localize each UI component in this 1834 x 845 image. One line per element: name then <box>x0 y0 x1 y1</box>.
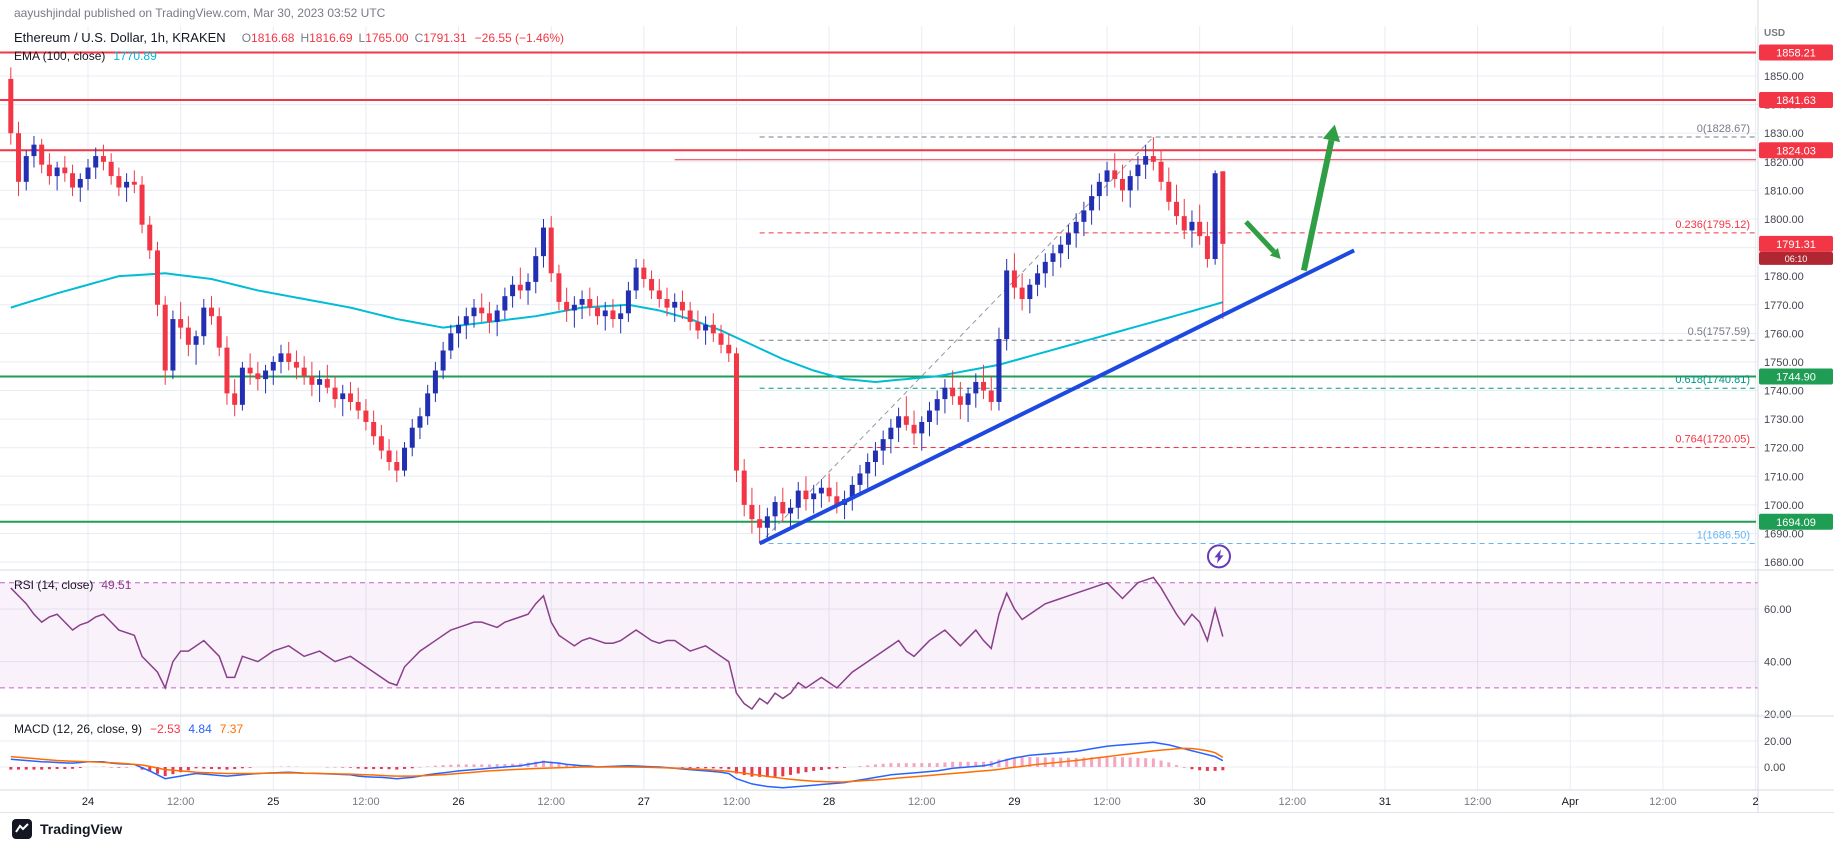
svg-text:0.00: 0.00 <box>1764 762 1785 774</box>
svg-text:30: 30 <box>1194 796 1206 808</box>
support-resistance-lines[interactable] <box>0 51 1756 523</box>
ema-value: 1770.89 <box>113 49 157 63</box>
svg-text:1(1686.50): 1(1686.50) <box>1697 529 1750 541</box>
rsi-label[interactable]: RSI (14, close) <box>14 578 94 592</box>
ohlc-high-label: H <box>300 31 310 45</box>
svg-text:20.00: 20.00 <box>1764 736 1792 748</box>
macd-signal-value: 7.37 <box>219 722 244 736</box>
svg-text:1800.00: 1800.00 <box>1764 214 1804 226</box>
svg-text:1780.00: 1780.00 <box>1764 271 1804 283</box>
rsi-line <box>10 576 1224 710</box>
macd-legend[interactable]: MACD (12, 26, close, 9) −2.53 4.84 7.37 <box>14 722 243 736</box>
svg-text:12:00: 12:00 <box>1093 796 1121 808</box>
svg-text:12:00: 12:00 <box>723 796 751 808</box>
svg-text:1770.00: 1770.00 <box>1764 300 1804 312</box>
rsi-band <box>0 582 1758 689</box>
macd-series <box>9 741 1225 789</box>
svg-text:1740.00: 1740.00 <box>1764 386 1804 398</box>
svg-text:1830.00: 1830.00 <box>1764 128 1804 140</box>
svg-text:0.5(1757.59): 0.5(1757.59) <box>1688 326 1750 338</box>
svg-text:12:00: 12:00 <box>908 796 936 808</box>
ema-line <box>10 272 1224 383</box>
svg-text:1750.00: 1750.00 <box>1764 357 1804 369</box>
ohlc-open-label: O <box>241 31 252 45</box>
ema-label[interactable]: EMA (100, close) <box>14 49 106 63</box>
svg-text:1850.00: 1850.00 <box>1764 71 1804 83</box>
svg-text:26: 26 <box>452 796 464 808</box>
footer-bar: TradingView <box>0 812 1834 845</box>
svg-text:12:00: 12:00 <box>1649 796 1677 808</box>
svg-text:USD: USD <box>1764 28 1785 39</box>
svg-text:1791.31: 1791.31 <box>1776 239 1816 251</box>
symbol-legend[interactable]: Ethereum / U.S. Dollar, 1h, KRAKEN O1816.… <box>14 30 564 45</box>
svg-text:1680.00: 1680.00 <box>1764 557 1804 569</box>
rsi-value: 49.51 <box>101 578 132 592</box>
svg-text:1858.21: 1858.21 <box>1776 48 1816 60</box>
svg-text:12:00: 12:00 <box>1464 796 1492 808</box>
svg-text:24: 24 <box>82 796 94 808</box>
trend-line[interactable] <box>758 248 1355 546</box>
candlestick-series <box>8 67 1226 544</box>
flash-icon[interactable] <box>1206 544 1231 569</box>
attribution: aayushjindal published on TradingView.co… <box>14 6 386 20</box>
svg-text:1730.00: 1730.00 <box>1764 414 1804 426</box>
svg-text:1720.00: 1720.00 <box>1764 443 1804 455</box>
svg-text:20.00: 20.00 <box>1764 709 1792 721</box>
time-axis[interactable]: 24 12:00 25 12:00 26 12:00 27 12:00 28 12:00 29 12:… <box>82 796 1759 808</box>
svg-text:1700.00: 1700.00 <box>1764 500 1804 512</box>
price-axis[interactable]: USD1850.001840.001830.001820.001810.0018… <box>1757 0 1834 812</box>
grid <box>0 26 1758 790</box>
ohlc-low-value: 1765.00 <box>365 31 409 45</box>
tradingview-logo-icon[interactable] <box>12 819 32 839</box>
ohlc-close-value: 1791.31 <box>423 31 467 45</box>
svg-text:25: 25 <box>267 796 279 808</box>
symbol-title[interactable]: Ethereum / U.S. Dollar, 1h, KRAKEN <box>14 30 226 45</box>
svg-text:0.618(1740.81): 0.618(1740.81) <box>1675 374 1750 386</box>
svg-text:12:00: 12:00 <box>167 796 195 808</box>
ohlc-low-label: L <box>358 31 366 45</box>
svg-text:12:00: 12:00 <box>537 796 565 808</box>
svg-text:06:10: 06:10 <box>1785 254 1808 264</box>
svg-text:1820.00: 1820.00 <box>1764 157 1804 169</box>
macd-line-value: 4.84 <box>188 722 212 736</box>
svg-text:40.00: 40.00 <box>1764 657 1792 669</box>
svg-text:60.00: 60.00 <box>1764 604 1792 616</box>
change-value: −26.55 (−1.46%) <box>474 31 565 45</box>
svg-text:0.236(1795.12): 0.236(1795.12) <box>1675 219 1750 231</box>
svg-text:0.764(1720.05): 0.764(1720.05) <box>1675 434 1750 446</box>
svg-text:1810.00: 1810.00 <box>1764 185 1804 197</box>
svg-text:28: 28 <box>823 796 835 808</box>
svg-text:12:00: 12:00 <box>352 796 380 808</box>
svg-text:12:00: 12:00 <box>1279 796 1307 808</box>
svg-text:1744.90: 1744.90 <box>1776 372 1816 384</box>
fib-retracement[interactable]: 0(1828.67) 0.236(1795.12) 0.5(1757.59) 0.61… <box>759 123 1756 544</box>
svg-text:1841.63: 1841.63 <box>1776 95 1816 107</box>
svg-text:Apr: Apr <box>1562 796 1579 808</box>
ohlc-high-value: 1816.69 <box>309 31 353 45</box>
macd-label[interactable]: MACD (12, 26, close, 9) <box>14 722 143 736</box>
rsi-legend[interactable]: RSI (14, close) 49.51 <box>14 578 131 592</box>
svg-text:1694.09: 1694.09 <box>1776 517 1816 529</box>
svg-text:1760.00: 1760.00 <box>1764 328 1804 340</box>
pane-separators[interactable] <box>0 569 1834 791</box>
ohlc-close-label: C <box>414 31 424 45</box>
svg-text:29: 29 <box>1008 796 1020 808</box>
svg-text:2: 2 <box>1752 796 1758 808</box>
chart-canvas[interactable]: 0(1828.67) 0.236(1795.12) 0.5(1757.59) 0.61… <box>0 0 1834 812</box>
ohlc-open-value: 1816.68 <box>251 31 295 45</box>
arrow-annotations[interactable] <box>1244 124 1341 272</box>
svg-text:0(1828.67): 0(1828.67) <box>1697 123 1750 135</box>
svg-text:1690.00: 1690.00 <box>1764 528 1804 540</box>
svg-text:31: 31 <box>1379 796 1391 808</box>
svg-text:1824.03: 1824.03 <box>1776 145 1816 157</box>
tradingview-wordmark[interactable]: TradingView <box>40 821 123 837</box>
svg-text:1710.00: 1710.00 <box>1764 471 1804 483</box>
svg-text:27: 27 <box>638 796 650 808</box>
ema-legend[interactable]: EMA (100, close) 1770.89 <box>14 49 157 63</box>
macd-hist-value: −2.53 <box>150 722 181 736</box>
